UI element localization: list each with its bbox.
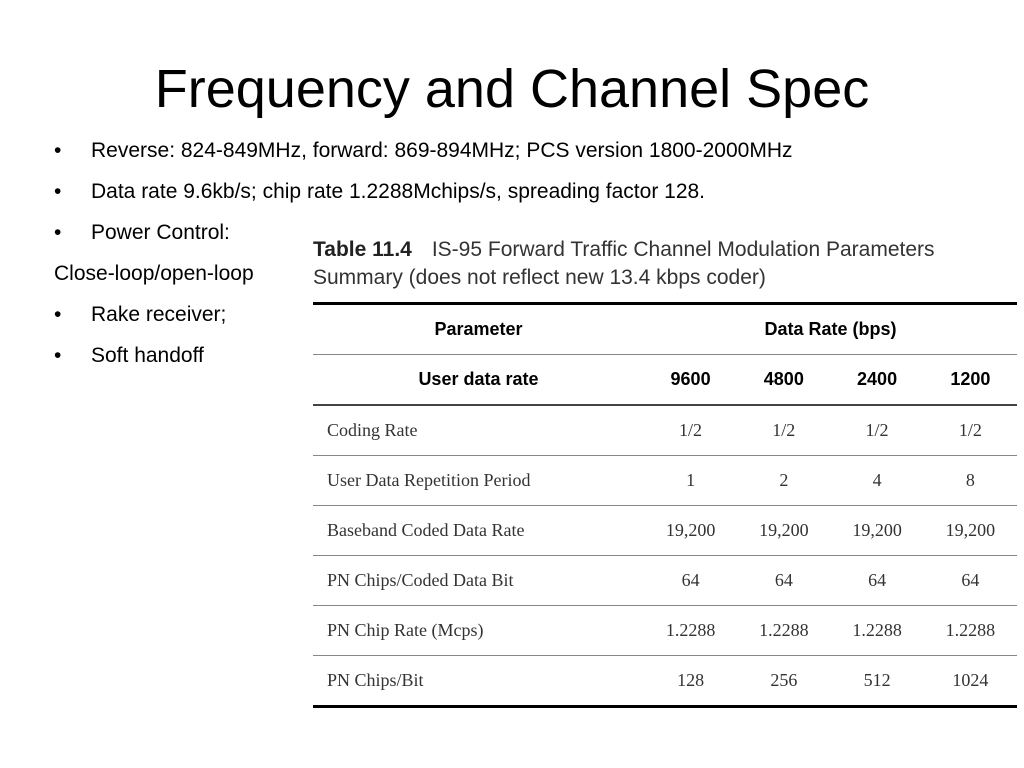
row-label: User Data Repetition Period	[313, 455, 644, 506]
bullet-text: Data rate 9.6kb/s; chip rate 1.2288Mchip…	[91, 180, 706, 203]
cell: 1.2288	[737, 605, 831, 656]
bullet-dot: •	[54, 139, 62, 162]
bullet-item: • Soft handoff	[54, 345, 792, 386]
cell: 8	[923, 455, 1017, 506]
table-header-row: Parameter Data Rate (bps)	[313, 303, 1017, 355]
cell: 1/2	[643, 405, 738, 456]
cell: 1/2	[830, 405, 924, 456]
cell: 19,200	[830, 505, 924, 556]
subheader-value: 2400	[830, 354, 924, 406]
bullet-dot: •	[54, 344, 62, 367]
row-label: PN Chip Rate (Mcps)	[313, 605, 644, 656]
bullet-text: Soft handoff	[91, 344, 204, 367]
cell: 256	[770, 670, 798, 690]
table-row: PN Chips/Coded Data Bit 64 64 64 64	[313, 555, 1017, 606]
cell: 1.2288	[830, 605, 924, 656]
cell: 19,200	[737, 505, 831, 556]
cell: 2	[737, 455, 831, 506]
table-row: Baseband Coded Data Rate 19,200 19,200 1…	[313, 505, 1017, 556]
bullet-item: • Reverse: 824-849MHz, forward: 869-894MH…	[54, 140, 792, 181]
cell: 128	[677, 670, 705, 690]
table-figure: Table 11.4 IS-95 Forward Traffic Channel …	[313, 236, 1017, 708]
cell: 64	[737, 555, 831, 606]
bullet-list: • Reverse: 824-849MHz, forward: 869-894MH…	[54, 140, 792, 386]
row-label: Baseband Coded Data Rate	[313, 505, 644, 556]
bullet-dot: •	[54, 180, 62, 203]
subheader-label: User data rate	[313, 354, 644, 406]
bullet-item: • Power Control:	[54, 222, 792, 263]
cell: 64	[830, 555, 924, 606]
slide-title: Frequency and Channel Spec	[154, 59, 870, 119]
bullet-dot: •	[54, 221, 62, 244]
row-label: PN Chips/Bit	[327, 670, 424, 690]
subheader-value: 4800	[737, 354, 831, 406]
caption-line-1: IS-95 Forward Traffic Channel Modulation…	[431, 238, 935, 261]
cell: 64	[923, 555, 1017, 606]
cell: 1024	[952, 670, 989, 690]
subheader-value: 9600	[643, 354, 738, 406]
table-row: User Data Repetition Period 1 2 4 8	[313, 455, 1017, 506]
bullet-dot: •	[54, 303, 62, 326]
cell: 1	[643, 455, 738, 506]
row-label: PN Chips/Coded Data Bit	[313, 555, 644, 606]
cell: 19,200	[643, 505, 738, 556]
cell: 1/2	[923, 405, 1017, 456]
table-row: PN Chip Rate (Mcps) 1.2288 1.2288 1.2288…	[313, 605, 1017, 656]
cell: 4	[830, 455, 924, 506]
row-label: Coding Rate	[313, 405, 644, 456]
cell: 19,200	[923, 505, 1017, 556]
cell: 1.2288	[923, 605, 1017, 656]
subheader-value: 1200	[923, 354, 1017, 406]
cell: 1/2	[737, 405, 831, 456]
table-subheader-row: User data rate 9600 4800 2400 1200	[313, 354, 1017, 406]
table-label: Table 11.4	[313, 238, 412, 261]
sub-item: Close-loop/open-loop	[54, 263, 792, 304]
header-data-rate: Data Rate (bps)	[643, 303, 1017, 355]
bullet-item: • Rake receiver;	[54, 304, 792, 345]
bullet-text: Reverse: 824-849MHz, forward: 869-894MHz…	[91, 139, 793, 162]
table-row: PN Chips/Bit 128 256 512 1024	[313, 656, 1017, 707]
table-caption: Table 11.4 IS-95 Forward Traffic Channel …	[313, 236, 1017, 292]
parameters-table: Parameter Data Rate (bps) User data rate…	[313, 302, 1017, 708]
bullet-item: • Data rate 9.6kb/s; chip rate 1.2288Mchi…	[54, 181, 792, 222]
sub-item-text: Close-loop/open-loop	[54, 262, 254, 285]
cell: 1.2288	[643, 605, 738, 656]
bullet-text: Rake receiver;	[91, 303, 227, 326]
caption-line-2: Summary (does not reflect new 13.4 kbps …	[313, 266, 766, 289]
table-row: Coding Rate 1/2 1/2 1/2 1/2	[313, 405, 1017, 456]
bullet-text: Power Control:	[91, 221, 230, 244]
header-parameter: Parameter	[313, 303, 644, 355]
cell: 512	[863, 670, 891, 690]
cell: 64	[643, 555, 738, 606]
